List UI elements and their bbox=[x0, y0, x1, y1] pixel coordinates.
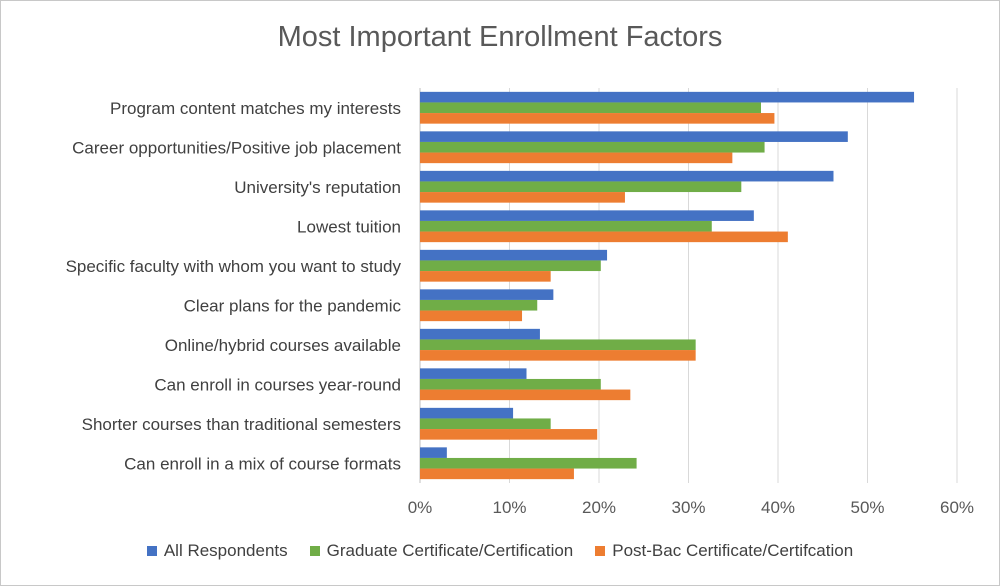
bar-post-bac-certificate-certifcation bbox=[420, 389, 631, 401]
category-label: Lowest tuition bbox=[297, 217, 401, 236]
legend-item: Post-Bac Certificate/Certifcation bbox=[595, 541, 853, 561]
x-tick-label: 60% bbox=[940, 498, 974, 517]
bar-graduate-certificate-certification bbox=[420, 260, 601, 272]
chart-title: Most Important Enrollment Factors bbox=[277, 21, 723, 53]
bar-graduate-certificate-certification bbox=[420, 181, 742, 193]
bar-post-bac-certificate-certifcation bbox=[420, 310, 523, 322]
bar-all-respondents bbox=[420, 170, 834, 182]
bar-graduate-certificate-certification bbox=[420, 141, 765, 153]
bar-graduate-certificate-certification bbox=[420, 299, 538, 311]
category-label: University's reputation bbox=[234, 178, 401, 197]
legend-label: Graduate Certificate/Certification bbox=[326, 541, 574, 560]
bar-all-respondents bbox=[420, 407, 514, 419]
x-tick-label: 30% bbox=[671, 498, 705, 517]
x-tick-label: 40% bbox=[761, 498, 795, 517]
category-label: Shorter courses than traditional semeste… bbox=[82, 415, 401, 434]
legend-swatch bbox=[309, 546, 320, 556]
bar-all-respondents bbox=[420, 447, 447, 458]
bar-all-respondents bbox=[420, 91, 915, 103]
x-tick-label: 50% bbox=[850, 498, 884, 517]
x-tick-label: 10% bbox=[492, 498, 526, 517]
bar-post-bac-certificate-certifcation bbox=[420, 429, 598, 440]
legend-item: Graduate Certificate/Certification bbox=[309, 541, 574, 561]
bar-graduate-certificate-certification bbox=[420, 220, 712, 232]
bar-all-respondents bbox=[420, 289, 554, 300]
bar-post-bac-certificate-certifcation bbox=[420, 192, 625, 203]
bar-all-respondents bbox=[420, 249, 608, 261]
category-label: Career opportunities/Positive job placem… bbox=[72, 138, 401, 157]
bar-all-respondents bbox=[420, 131, 848, 142]
legend-label: Post-Bac Certificate/Certifcation bbox=[612, 541, 854, 560]
category-label: Can enroll in courses year-round bbox=[154, 375, 401, 394]
chart-legend: All Respondents Graduate Certificate/Cert… bbox=[1, 541, 999, 561]
x-tick-label: 20% bbox=[582, 498, 616, 517]
bar-graduate-certificate-certification bbox=[420, 378, 601, 390]
bar-post-bac-certificate-certifcation bbox=[420, 152, 733, 164]
legend-swatch bbox=[595, 546, 606, 556]
bar-post-bac-certificate-certifcation bbox=[420, 350, 696, 361]
x-tick-label: 0% bbox=[408, 498, 433, 517]
bar-post-bac-certificate-certifcation bbox=[420, 231, 788, 243]
bar-all-respondents bbox=[420, 368, 527, 379]
bar-graduate-certificate-certification bbox=[420, 102, 761, 114]
bar-graduate-certificate-certification bbox=[420, 418, 551, 430]
bar-post-bac-certificate-certifcation bbox=[420, 468, 574, 480]
category-label: Clear plans for the pandemic bbox=[184, 296, 402, 315]
category-label: Specific faculty with whom you want to s… bbox=[66, 257, 402, 276]
category-label: Program content matches my interests bbox=[110, 99, 401, 118]
legend-label: All Respondents bbox=[163, 541, 288, 560]
bar-post-bac-certificate-certifcation bbox=[420, 271, 551, 282]
legend-swatch bbox=[146, 546, 157, 556]
category-label: Can enroll in a mix of course formats bbox=[124, 454, 401, 473]
category-label: Online/hybrid courses available bbox=[165, 336, 401, 355]
bar-all-respondents bbox=[420, 328, 540, 340]
bar-graduate-certificate-certification bbox=[420, 339, 696, 351]
bar-all-respondents bbox=[420, 210, 754, 221]
bar-graduate-certificate-certification bbox=[420, 457, 637, 469]
legend-item: All Respondents bbox=[146, 541, 288, 561]
bar-post-bac-certificate-certifcation bbox=[420, 113, 775, 124]
